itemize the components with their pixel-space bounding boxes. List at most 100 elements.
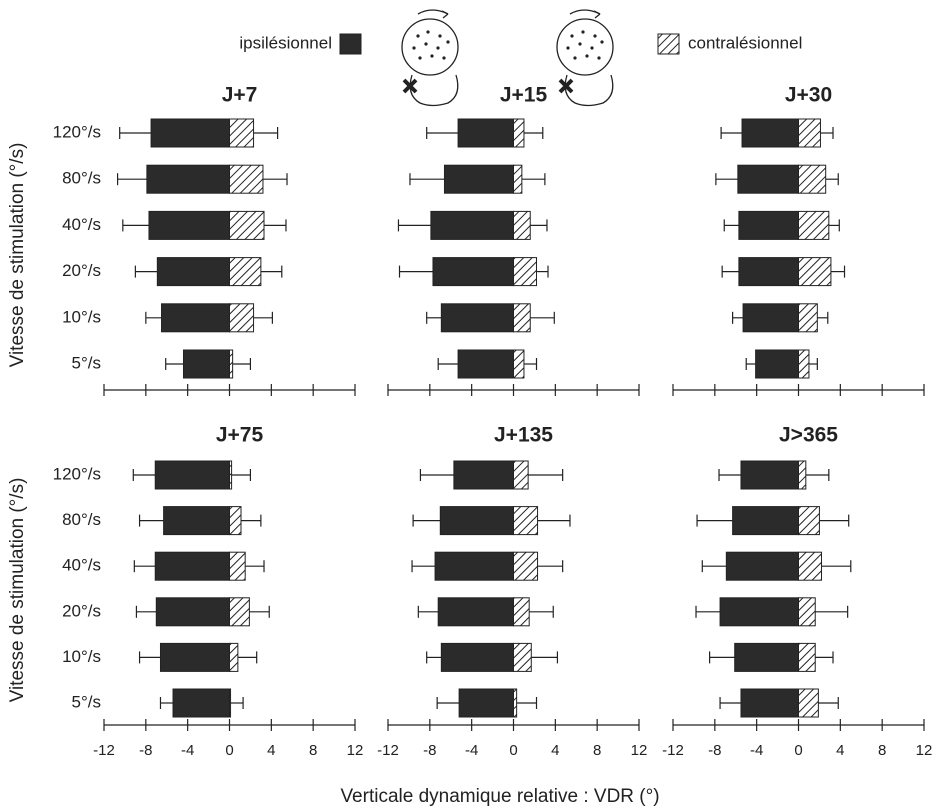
x-tick-label: -12 (662, 742, 684, 759)
head-icon-left (402, 10, 458, 106)
panel-title: J+135 (494, 424, 553, 447)
y-axis-label: Vitesse de stimulation (°/s) (7, 478, 28, 703)
bar (155, 552, 229, 580)
bar (514, 598, 530, 626)
y-tick-label: 10°/s (62, 307, 101, 326)
head-icon-right (557, 10, 613, 106)
bar (741, 461, 799, 489)
x-axis-label: Verticale dynamique relative : VDR (°) (340, 786, 659, 807)
bar (799, 119, 821, 147)
bar (799, 350, 809, 378)
bar (733, 507, 799, 535)
bar (156, 598, 229, 626)
legend-swatch (658, 34, 679, 54)
x-tick-label: 4 (267, 742, 275, 759)
bar (799, 165, 826, 193)
bar (151, 119, 229, 147)
bar (149, 211, 230, 239)
bar (514, 304, 531, 332)
bar (444, 165, 513, 193)
x-tick-label: 4 (836, 742, 844, 759)
bar (433, 258, 514, 286)
x-tick-label: 8 (878, 742, 886, 759)
bar (230, 507, 242, 535)
bar (458, 119, 513, 147)
y-tick-label: 40°/s (62, 556, 101, 575)
bar (742, 119, 798, 147)
x-tick-label: 0 (509, 742, 517, 759)
y-tick-label: 120°/s (53, 464, 101, 483)
bar (756, 350, 799, 378)
bar (726, 552, 798, 580)
legend-label: contralésionnel (688, 33, 802, 52)
panel-title: J>365 (779, 424, 838, 447)
y-axis-label: Vitesse de stimulation (°/s) (7, 143, 28, 368)
bar (440, 507, 513, 535)
y-tick-label: 120°/s (53, 122, 101, 141)
bar (738, 165, 799, 193)
bar (739, 211, 799, 239)
y-tick-label: 5°/s (72, 353, 101, 372)
bar (173, 689, 229, 717)
bar (183, 350, 229, 378)
x-tick-label: 12 (916, 742, 933, 759)
x-tick-label: -4 (181, 742, 194, 759)
bar (164, 507, 230, 535)
bar (230, 689, 231, 717)
bar (431, 211, 514, 239)
panel-title: J+75 (216, 424, 264, 447)
x-tick-label: 8 (309, 742, 317, 759)
bar (799, 689, 819, 717)
y-tick-label: 40°/s (62, 215, 101, 234)
bar (459, 689, 513, 717)
bar (438, 598, 513, 626)
page: Verticale dynamique relative : VDR (°) V… (0, 0, 946, 810)
bar (739, 258, 799, 286)
bar (799, 304, 818, 332)
bar (230, 350, 233, 378)
bar (230, 643, 238, 671)
bar (743, 304, 798, 332)
x-tick-label: 12 (347, 742, 364, 759)
bar (799, 598, 816, 626)
bar (514, 507, 538, 535)
y-tick-label: 5°/s (72, 692, 101, 711)
y-tick-label: 20°/s (62, 261, 101, 280)
bar (147, 165, 230, 193)
y-tick-label: 10°/s (62, 647, 101, 666)
legend-label: ipsilésionnel (239, 33, 332, 52)
bar (230, 598, 250, 626)
bar (441, 643, 513, 671)
bar (799, 258, 831, 286)
x-tick-label: 12 (631, 742, 648, 759)
bar (230, 304, 254, 332)
bar (514, 258, 537, 286)
bar (230, 165, 263, 193)
bar (230, 552, 246, 580)
x-tick-label: -4 (750, 742, 763, 759)
bar (799, 552, 822, 580)
bar (514, 689, 517, 717)
bar (230, 258, 261, 286)
y-tick-label: 20°/s (62, 601, 101, 620)
bar (514, 165, 522, 193)
bar (735, 643, 799, 671)
x-tick-label: -8 (139, 742, 152, 759)
x-tick-label: 4 (551, 742, 559, 759)
chart: Verticale dynamique relative : VDR (°) V… (0, 0, 946, 810)
legend-swatch (340, 34, 361, 54)
y-tick-label: 80°/s (62, 169, 101, 188)
bar (435, 552, 513, 580)
bar (454, 461, 514, 489)
bar (155, 461, 229, 489)
panel-title: J+30 (785, 84, 832, 107)
panel-title: J+15 (500, 84, 548, 107)
bar (230, 119, 254, 147)
bar (799, 507, 820, 535)
x-tick-label: -8 (423, 742, 436, 759)
bar (799, 461, 806, 489)
bar (514, 643, 532, 671)
bar (514, 211, 531, 239)
bar (230, 211, 265, 239)
bar (441, 304, 513, 332)
